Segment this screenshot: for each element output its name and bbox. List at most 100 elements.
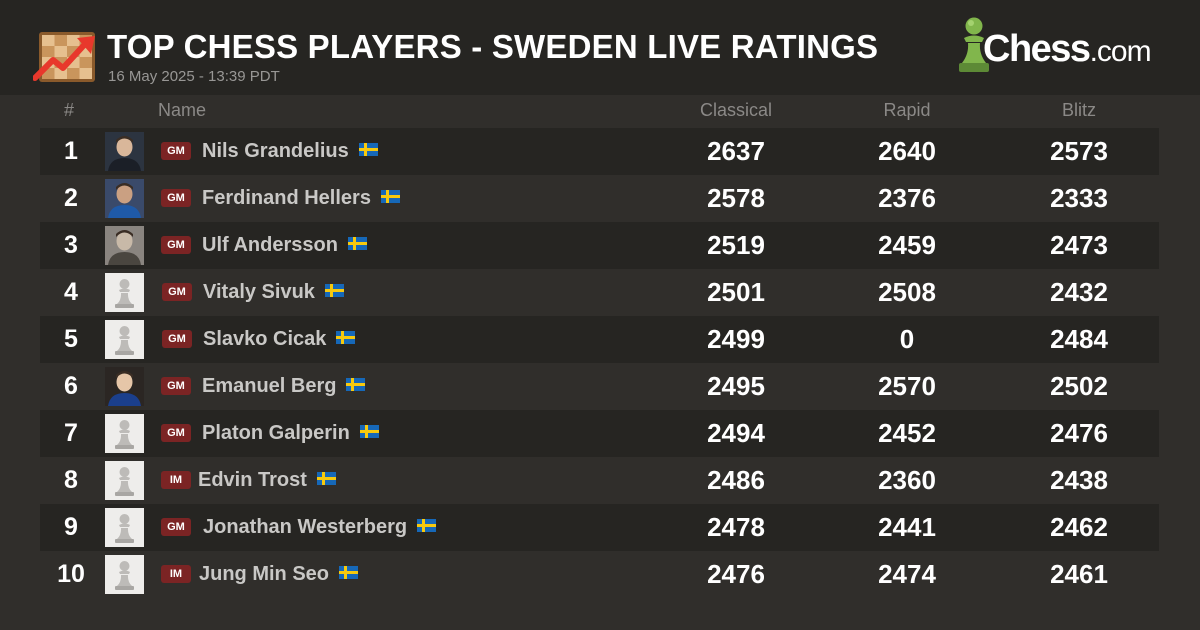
classical-rating: 2486 bbox=[707, 465, 765, 495]
title-badge: IM bbox=[161, 471, 191, 489]
player-name-text: Emanuel Berg bbox=[202, 375, 337, 397]
timestamp: 16 May 2025 - 13:39 PDT bbox=[108, 68, 280, 85]
rapid-rating: 2360 bbox=[878, 465, 936, 495]
rank-number: 10 bbox=[57, 560, 85, 588]
table-row-9[interactable]: 9 GM Jonathan Westerberg 2478 2441 2462 bbox=[40, 504, 1159, 551]
title-badge: GM bbox=[161, 189, 191, 207]
brand-name: Chess bbox=[983, 28, 1091, 70]
rapid-rating: 2376 bbox=[878, 183, 936, 213]
title-badge: GM bbox=[162, 330, 192, 348]
player-name[interactable]: Slavko Cicak bbox=[203, 316, 356, 363]
player-name[interactable]: Edvin Trost bbox=[198, 457, 336, 504]
sweden-flag-icon bbox=[358, 143, 378, 157]
player-name[interactable]: Platon Galperin bbox=[202, 410, 379, 457]
player-name[interactable]: Ferdinand Hellers bbox=[202, 175, 400, 222]
title-badge: GM bbox=[161, 377, 191, 395]
page-title: TOP CHESS PLAYERS - SWEDEN LIVE RATINGS bbox=[107, 28, 879, 65]
blitz-rating: 2461 bbox=[1050, 559, 1108, 589]
blitz-rating: 2476 bbox=[1050, 418, 1108, 448]
rank-number: 8 bbox=[64, 466, 78, 494]
title-badge: GM bbox=[161, 142, 191, 160]
player-name[interactable]: Emanuel Berg bbox=[202, 363, 366, 410]
player-avatar[interactable] bbox=[105, 320, 144, 359]
rank-number: 7 bbox=[64, 419, 78, 447]
player-name[interactable]: Jonathan Westerberg bbox=[203, 504, 437, 551]
player-name-text: Edvin Trost bbox=[198, 469, 307, 491]
player-name-text: Slavko Cicak bbox=[203, 328, 327, 350]
rank-number: 4 bbox=[64, 278, 78, 306]
column-header-rapid: Rapid bbox=[883, 100, 931, 120]
blitz-rating: 2462 bbox=[1050, 512, 1108, 542]
table-row-5[interactable]: 5 GM Slavko Cicak 2499 0 2484 bbox=[40, 316, 1159, 363]
sweden-flag-icon bbox=[417, 519, 437, 533]
classical-rating: 2519 bbox=[707, 230, 765, 260]
player-avatar[interactable] bbox=[105, 273, 144, 312]
table-row-8[interactable]: 8 IM Edvin Trost 2486 2360 2438 bbox=[40, 457, 1159, 504]
player-avatar[interactable] bbox=[105, 414, 144, 453]
rapid-rating: 2508 bbox=[878, 277, 936, 307]
player-avatar[interactable] bbox=[105, 508, 144, 547]
classical-rating: 2637 bbox=[707, 136, 765, 166]
player-name-text: Ferdinand Hellers bbox=[202, 187, 371, 209]
player-name[interactable]: Jung Min Seo bbox=[199, 551, 358, 598]
rapid-rating: 2452 bbox=[878, 418, 936, 448]
table-row-2[interactable]: 2 GM Ferdinand Hellers 2578 2376 2333 bbox=[40, 175, 1159, 222]
player-avatar[interactable] bbox=[105, 461, 144, 500]
title-badge: GM bbox=[161, 236, 191, 254]
player-name[interactable]: Vitaly Sivuk bbox=[203, 269, 344, 316]
table-row-6[interactable]: 6 GM Emanuel Berg 2495 2570 2502 bbox=[40, 363, 1159, 410]
blitz-rating: 2573 bbox=[1050, 136, 1108, 166]
classical-rating: 2501 bbox=[707, 277, 765, 307]
blitz-rating: 2333 bbox=[1050, 183, 1108, 213]
sweden-flag-icon bbox=[359, 425, 379, 439]
classical-rating: 2476 bbox=[707, 559, 765, 589]
table-row-1[interactable]: 1 GM Nils Grandelius 2637 2640 2573 bbox=[40, 128, 1159, 175]
player-name-text: Platon Galperin bbox=[202, 422, 350, 444]
rapid-rating: 0 bbox=[899, 324, 915, 354]
blitz-rating: 2438 bbox=[1050, 465, 1108, 495]
column-header-rank: # bbox=[64, 100, 75, 120]
rapid-rating: 2474 bbox=[878, 559, 936, 589]
player-avatar[interactable] bbox=[105, 555, 144, 594]
table-row-10[interactable]: 10 IM Jung Min Seo 2476 2474 2461 bbox=[40, 551, 1159, 598]
sweden-flag-icon bbox=[380, 190, 400, 204]
player-name-text: Jonathan Westerberg bbox=[203, 516, 408, 538]
title-badge: GM bbox=[162, 283, 192, 301]
header-bar: TOP CHESS PLAYERS - SWEDEN LIVE RATINGS … bbox=[0, 0, 1200, 95]
classical-rating: 2478 bbox=[707, 512, 765, 542]
sweden-flag-icon bbox=[339, 566, 358, 580]
player-avatar[interactable] bbox=[105, 132, 144, 171]
blitz-rating: 2432 bbox=[1050, 277, 1108, 307]
player-name[interactable]: Nils Grandelius bbox=[202, 128, 378, 175]
blitz-rating: 2484 bbox=[1050, 324, 1108, 354]
rank-number: 9 bbox=[64, 513, 78, 541]
column-header-name: Name bbox=[158, 100, 207, 120]
sweden-flag-icon bbox=[316, 472, 336, 486]
player-name-text: Nils Grandelius bbox=[202, 140, 349, 162]
player-avatar[interactable] bbox=[105, 367, 144, 406]
rapid-rating: 2459 bbox=[878, 230, 936, 260]
title-badge: IM bbox=[161, 565, 191, 583]
column-header-classical: Classical bbox=[699, 100, 773, 120]
player-avatar[interactable] bbox=[105, 226, 144, 265]
player-avatar[interactable] bbox=[105, 179, 144, 218]
rising-chart-icon bbox=[33, 32, 95, 82]
title-badge: GM bbox=[161, 424, 191, 442]
brand-wordmark: Chess.com bbox=[983, 28, 1152, 71]
rank-number: 6 bbox=[64, 372, 78, 400]
column-header-blitz: Blitz bbox=[1061, 100, 1096, 120]
table-row-3[interactable]: 3 GM Ulf Andersson 2519 2459 2473 bbox=[40, 222, 1159, 269]
player-name[interactable]: Ulf Andersson bbox=[202, 222, 367, 269]
table-row-7[interactable]: 7 GM Platon Galperin 2494 2452 2476 bbox=[40, 410, 1159, 457]
classical-rating: 2499 bbox=[707, 324, 765, 354]
rank-number: 2 bbox=[64, 184, 78, 212]
player-name-text: Jung Min Seo bbox=[199, 563, 329, 585]
rapid-rating: 2640 bbox=[878, 136, 936, 166]
rapid-rating: 2570 bbox=[878, 371, 936, 401]
table-row-4[interactable]: 4 GM Vitaly Sivuk 2501 2508 2432 bbox=[40, 269, 1159, 316]
rapid-rating: 2441 bbox=[878, 512, 936, 542]
classical-rating: 2495 bbox=[707, 371, 765, 401]
sweden-flag-icon bbox=[324, 284, 344, 298]
sweden-flag-icon bbox=[347, 237, 367, 251]
blitz-rating: 2502 bbox=[1050, 371, 1108, 401]
